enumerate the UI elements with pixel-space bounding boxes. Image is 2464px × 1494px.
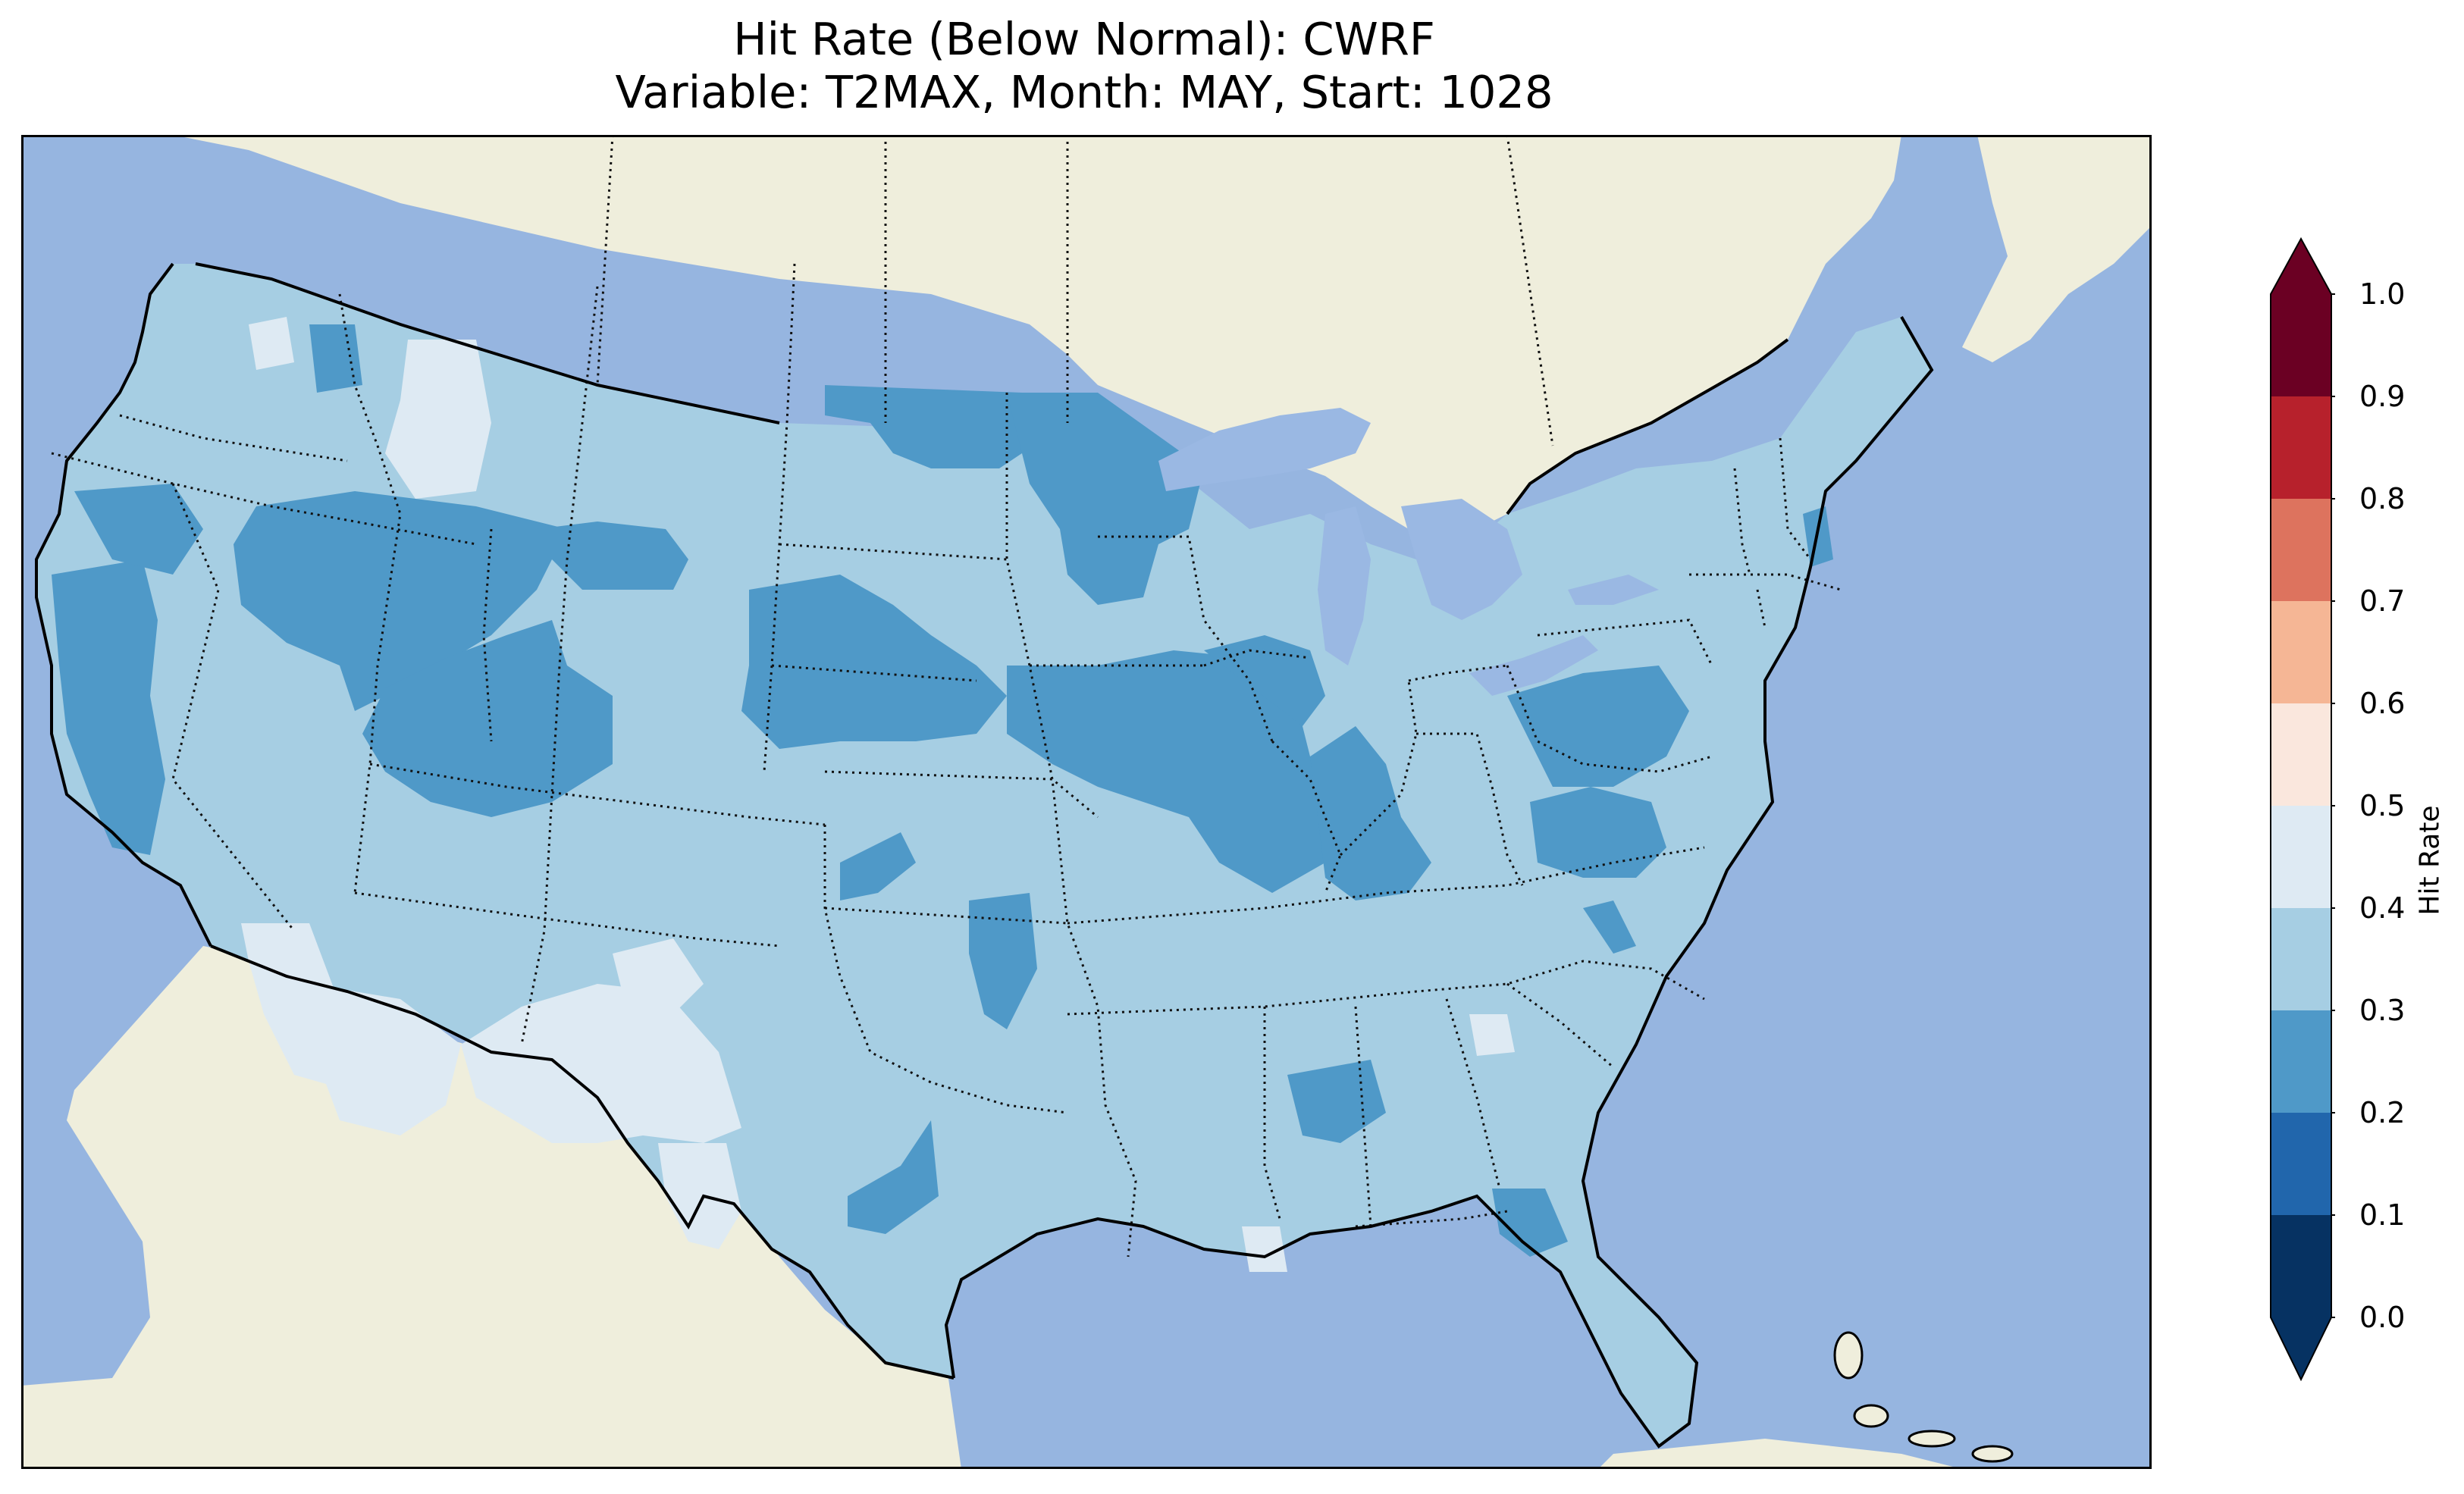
colorbar-tick-label: 0.7 [2359,584,2406,618]
lake-huron [1401,499,1522,620]
lake-ontario [1568,575,1659,605]
patch-georgia [1469,1014,1515,1056]
lake-erie [1469,635,1598,696]
patch-montana [537,521,688,590]
great-lakes [1158,408,1659,696]
colorbar-bin-0.0-0.1 [2271,1215,2331,1317]
map-frame [21,135,2152,1469]
patch-north-carolina [1583,900,1636,954]
canada-land [173,135,1901,544]
colorbar-ticks [2331,293,2335,1318]
patch-north-idaho [385,340,491,499]
colorbar-bin-0.8-0.9 [2271,396,2331,499]
patch-new-mexico-north [613,938,704,1014]
colorbar-bin-0.7-0.8 [2271,499,2331,601]
patch-nebraska [741,575,1007,749]
patch-texas [848,1120,939,1234]
colorbar-extend-min [2271,1317,2331,1380]
colorbar-bin-0.5-0.6 [2271,703,2331,806]
cuba-land [1598,1439,1962,1469]
patch-oklahoma [969,893,1037,1029]
patch-n-california-coast [52,559,165,855]
colorbar-bin-0.3-0.4 [2271,908,2331,1010]
patch-minnesota [1007,393,1204,605]
map-subtitle: Variable: T2MAX, Month: MAY, Start: 1028 [615,66,1553,118]
colorbar-tick-label: 0.2 [2359,1096,2406,1129]
bin-0.4-0.5-patches [241,317,1515,1272]
colorbar-bin-0.9-1.0 [2271,294,2331,396]
canada-borders [596,135,1554,446]
baja-land [249,984,431,1393]
patch-washington-ne [309,324,362,393]
lake-superior [1158,408,1371,491]
lake-michigan [1318,506,1371,666]
colorbar-tick-label: 0.1 [2359,1198,2406,1232]
colorbar-bin-0.4-0.5 [2271,806,2331,908]
patch-nevada-arizona [309,984,461,1135]
patch-arizona-new-mexico [461,984,741,1143]
patch-north-dakota-montana [825,385,1022,468]
colorbar-bin-0.1-0.2 [2271,1113,2331,1215]
patch-kansas [840,832,916,900]
patch-oregon [234,491,567,711]
colorbar-tick-label: 0.0 [2359,1301,2406,1334]
conus-map [21,135,2152,1469]
colorbar-tick-label: 1.0 [2359,277,2406,311]
patch-florida-panhandle [1492,1189,1568,1257]
colorbar-bin-0.2-0.3 [2271,1010,2331,1113]
maritime-land [1962,135,2152,362]
patch-iowa-missouri [1007,650,1340,893]
colorbar [2270,236,2335,1382]
patch-alabama [1287,1060,1386,1143]
patch-west-virginia [1530,787,1666,878]
colorbar-label: Hit Rate [2414,805,2446,916]
colorbar-bin-0.6-0.7 [2271,601,2331,703]
coastlines [35,262,1934,1449]
patch-louisiana-delta [1242,1226,1287,1272]
colorbar-tick-label: 0.4 [2359,891,2406,925]
bahamas [1833,1331,2014,1463]
map-title: Hit Rate (Below Normal): CWRF [733,13,1435,65]
patch-washington-nw [249,317,294,370]
colorbar-tick-label: 0.3 [2359,994,2406,1027]
patch-illinois [1204,635,1325,726]
colorbar-tick-label: 0.6 [2359,687,2406,720]
patch-oregon-coast [74,484,203,575]
bin-0.2-0.3-patches [52,324,1833,1257]
patch-west-texas [658,1143,741,1249]
colorbar-tick-label: 0.9 [2359,380,2406,413]
colorbar-tick-label: 0.8 [2359,482,2406,515]
patch-idaho-wyoming [362,620,613,817]
patch-ohio-pa [1507,666,1689,787]
colorbar-tick-label: 0.5 [2359,789,2406,822]
colorbar-extend-max [2271,239,2331,294]
state-borders [51,263,1842,1258]
